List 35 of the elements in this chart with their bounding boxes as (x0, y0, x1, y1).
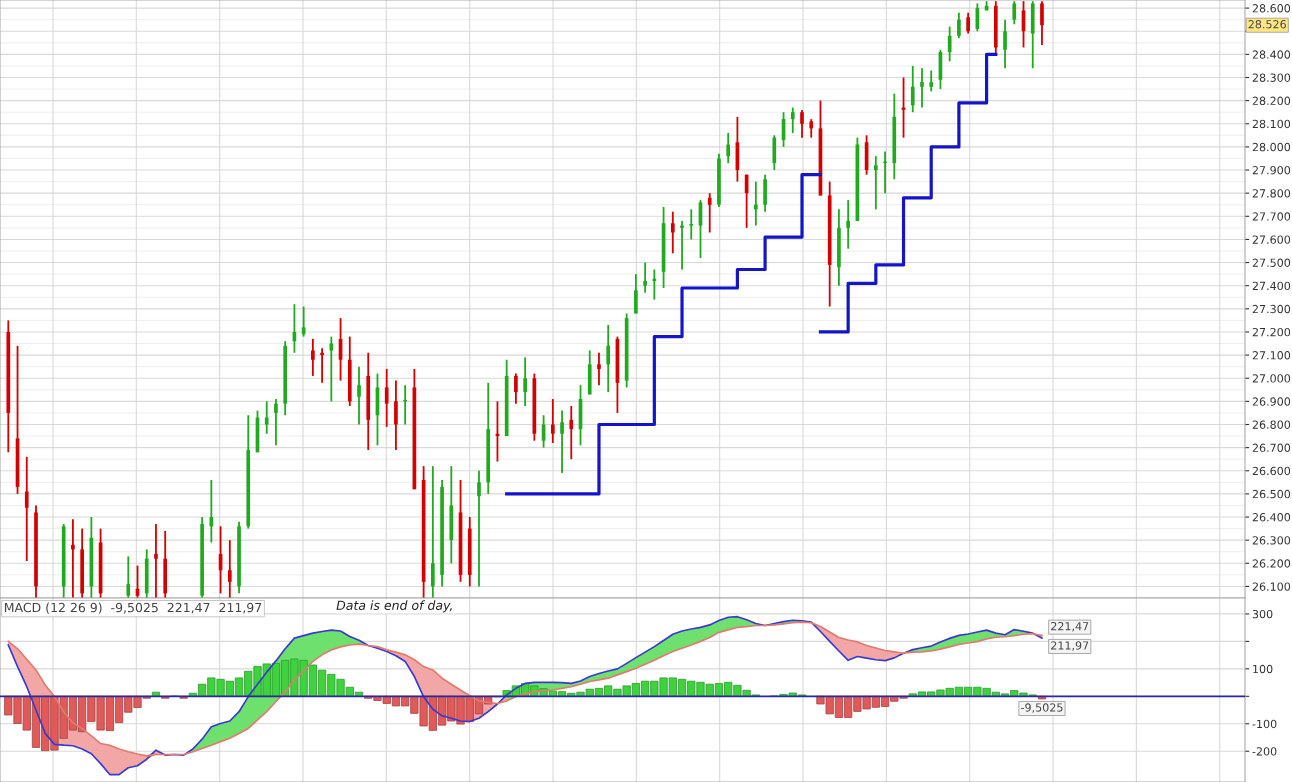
annotation: Data is end of day, (336, 600, 452, 613)
y-tick-label: 28.200 (1252, 96, 1291, 106)
y-tick-label: 26.200 (1252, 559, 1291, 568)
y-tick-label: 27.200 (1252, 327, 1291, 337)
y-tick-label: 300 (1252, 609, 1273, 619)
y-tick-label: 26.100 (1252, 582, 1291, 591)
y-tick-label: 26.600 (1252, 466, 1291, 476)
y-tick-label: 27.600 (1252, 235, 1291, 244)
y-tick-label: 26.400 (1252, 513, 1291, 522)
y-tick-label: 26.300 (1252, 536, 1291, 545)
y-tick-label: 26.500 (1252, 489, 1291, 499)
y-tick-label: -200 (1252, 747, 1277, 756)
annotation: MACD (12 26 9) -9,5025 221,47 211,97 (4, 602, 262, 614)
y-tick-label: -100 (1252, 719, 1277, 729)
y-tick-label: 28.100 (1252, 119, 1291, 129)
data-label: -9,5025 (1021, 703, 1063, 713)
data-label: 221,47 (1051, 621, 1089, 632)
y-tick-label: 28.300 (1252, 73, 1291, 82)
y-tick-label: 26.700 (1252, 443, 1291, 453)
y-tick-label: 27.700 (1252, 212, 1291, 221)
text: 28.526 (1248, 20, 1286, 29)
y-tick-label: 26.800 (1252, 420, 1291, 429)
y-tick-label: 27.000 (1252, 374, 1291, 383)
y-tick-label: 28.000 (1252, 142, 1291, 152)
y-tick-label: 27.300 (1252, 304, 1291, 314)
y-tick-label: 100 (1253, 664, 1273, 674)
data-label: 211,97 (1051, 641, 1089, 651)
y-tick-label: 26.900 (1252, 397, 1291, 406)
y-tick-label: 27.800 (1252, 189, 1291, 198)
y-tick-label: 27.400 (1252, 281, 1291, 291)
y-tick-label: 28.600 (1252, 4, 1291, 13)
y-tick-label: 27.100 (1252, 351, 1291, 360)
y-tick-label: 27.900 (1252, 166, 1291, 175)
y-tick-label: 28.400 (1252, 50, 1291, 59)
y-tick-label: 27.500 (1252, 258, 1291, 267)
